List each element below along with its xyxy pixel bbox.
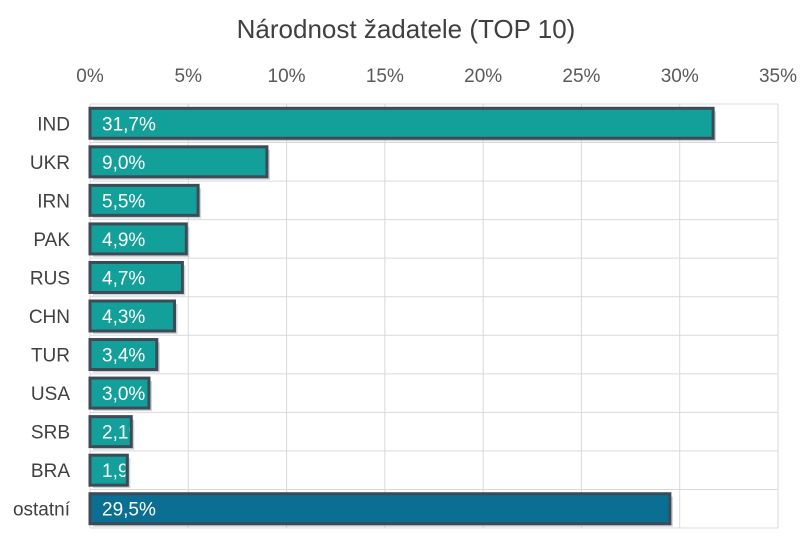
x-tick-label: 30% [661,66,699,87]
x-tick-label: 15% [366,66,404,87]
data-label: 9,0% [102,153,145,174]
category-label: BRA [31,461,70,482]
x-axis-ticks: 0% 5% 10% 15% 20% 25% 30% 35% [76,66,797,87]
x-tick-label: 20% [464,66,502,87]
x-tick-label: 5% [175,66,203,87]
grid-lines [89,103,779,529]
chart-title: Národnost žadatele (TOP 10) [236,14,576,44]
bar-usa [88,376,151,410]
bar-ukr [88,145,269,179]
bar-srb [88,415,133,449]
bars [88,106,717,527]
data-label: 31,7% [102,114,156,135]
category-label: IRN [37,191,70,212]
category-labels: IND UKR IRN PAK RUS CHN TUR USA SRB BRA ostatní [13,114,71,520]
data-label: 5,5% [102,191,145,212]
bar-irn [88,183,200,217]
data-label: 29,5% [102,500,156,521]
data-label: 4,7% [102,268,145,289]
bar-bra [88,453,129,487]
category-label: ostatní [13,500,71,521]
bar-tur [88,338,159,372]
x-tick-label: 35% [759,66,797,87]
data-label: 4,9% [102,230,145,251]
bar-pak [88,222,188,256]
data-label: 3,4% [102,346,145,367]
data-label: 2,1% [102,423,145,444]
x-tick-label: 25% [562,66,600,87]
category-label: UKR [30,153,70,174]
x-tick-label: 10% [268,66,306,87]
category-label: SRB [31,423,70,444]
x-tick-label: 0% [76,66,104,87]
bar-chn [88,299,177,333]
category-label: PAK [33,230,70,251]
category-label: USA [31,384,70,405]
category-label: CHN [29,307,70,328]
category-label: TUR [31,346,70,367]
data-labels: 31,7% 9,0% 5,5% 4,9% 4,7% 4,3% 3,4% 3,0% 2,1% 1,9… [102,114,156,520]
bar-rus [88,260,184,294]
category-label: RUS [30,268,70,289]
category-label: IND [37,114,70,135]
data-label: 1,9% [102,461,145,482]
data-label: 3,0% [102,384,145,405]
bar-ind [88,106,715,140]
data-label: 4,3% [102,307,145,328]
bar-ostatní [88,492,672,526]
